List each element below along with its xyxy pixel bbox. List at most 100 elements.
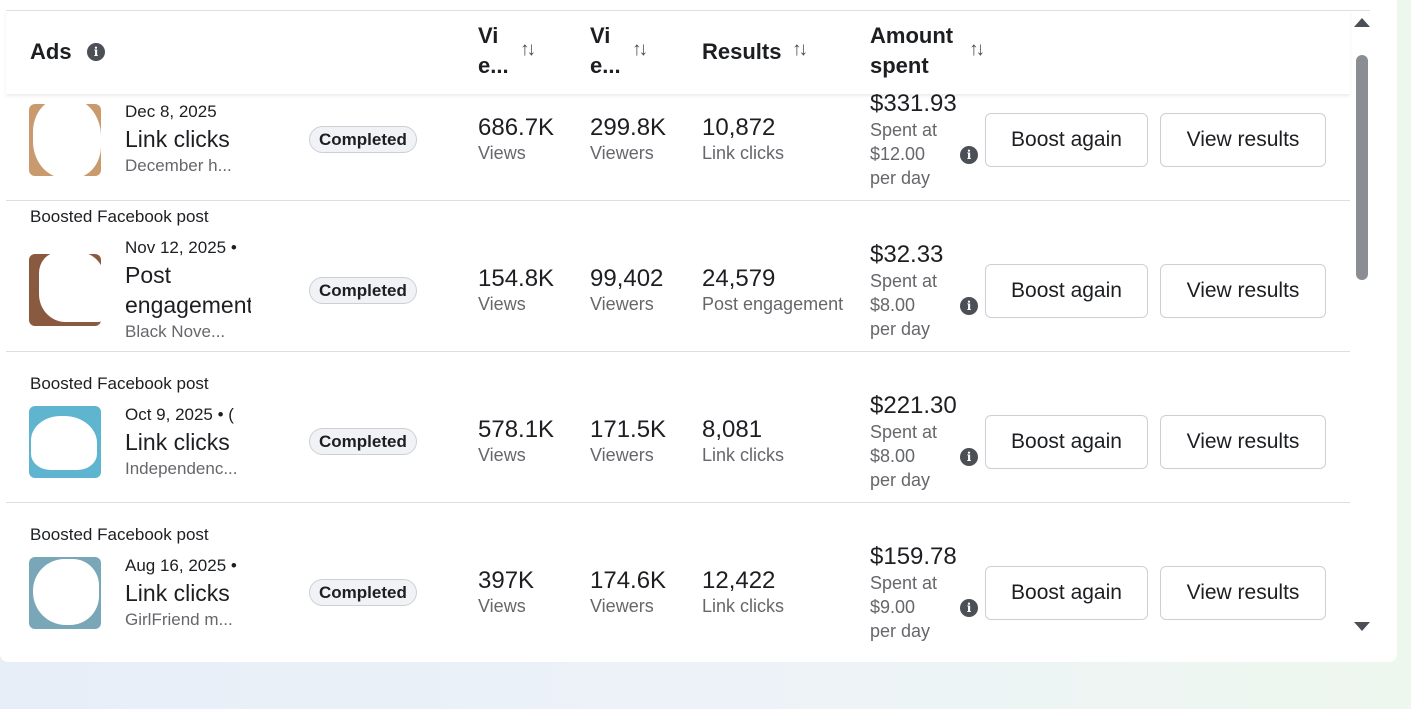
header-views[interactable]: Vi e... bbox=[478, 21, 518, 81]
results-metric: 8,081 Link clicks bbox=[702, 416, 784, 466]
results-label: Link clicks bbox=[702, 143, 785, 163]
boost-again-button[interactable]: Boost again bbox=[985, 415, 1148, 469]
ads-table-panel: Ads i Vi e... ↑↓ Vi e... ↑↓ Results ↑↓ A… bbox=[6, 10, 1370, 662]
viewers-value: 99,402 bbox=[590, 265, 664, 292]
sort-icon[interactable]: ↑↓ bbox=[520, 39, 536, 60]
scroll-up-arrow-icon[interactable] bbox=[1354, 18, 1370, 27]
view-results-button[interactable]: View results bbox=[1160, 566, 1326, 620]
table-row[interactable]: Boosted Facebook post Nov 12, 2025 • Pos… bbox=[6, 201, 1350, 352]
viewers-label: Viewers bbox=[590, 143, 654, 163]
viewers-value: 174.6K bbox=[590, 567, 667, 594]
amount-rate-line3: per day bbox=[870, 319, 931, 339]
amount-rate-line3: per day bbox=[870, 470, 931, 490]
ad-date: Oct 9, 2025 • ( bbox=[125, 405, 234, 424]
vertical-scrollbar[interactable] bbox=[1352, 11, 1370, 651]
viewers-value: 171.5K bbox=[590, 416, 667, 443]
amount-rate-line1: Spent at bbox=[870, 271, 938, 291]
ad-thumbnail bbox=[29, 104, 101, 176]
ad-meta: Nov 12, 2025 • Post engagement Black Nov… bbox=[125, 236, 251, 344]
amount-rate-line2: $8.00 bbox=[870, 295, 916, 315]
table-body: Dec 8, 2025 Link clicks December h... Co… bbox=[6, 94, 1350, 662]
view-results-button[interactable]: View results bbox=[1160, 264, 1326, 318]
view-results-button[interactable]: View results bbox=[1160, 415, 1326, 469]
ad-title: Link clicks bbox=[125, 429, 230, 455]
info-icon[interactable]: i bbox=[960, 599, 978, 617]
scroll-down-arrow-icon[interactable] bbox=[1354, 622, 1370, 631]
info-icon[interactable]: i bbox=[960, 448, 978, 466]
amount-spent: $32.33 Spent at $8.00 per day bbox=[870, 241, 950, 341]
views-label: Views bbox=[478, 596, 526, 616]
ad-date: Aug 16, 2025 • bbox=[125, 556, 237, 575]
sort-icon[interactable]: ↑↓ bbox=[792, 39, 808, 60]
sort-icon[interactable]: ↑↓ bbox=[969, 39, 985, 60]
ad-thumbnail bbox=[29, 557, 101, 629]
amount-rate-line3: per day bbox=[870, 168, 931, 188]
views-metric: 397K Views bbox=[478, 567, 534, 617]
views-metric: 154.8K Views bbox=[478, 265, 554, 315]
header-views-line1: Vi bbox=[478, 23, 499, 48]
row-kicker: Boosted Facebook post bbox=[30, 374, 209, 393]
header-amount-line1: Amount bbox=[870, 23, 954, 48]
viewers-metric: 99,402 Viewers bbox=[590, 265, 663, 315]
results-label: Post engagement bbox=[702, 294, 844, 314]
amount-value: $32.33 bbox=[870, 241, 944, 268]
status-badge: Completed bbox=[309, 277, 417, 304]
amount-rate-line1: Spent at bbox=[870, 573, 938, 593]
ad-title: Link clicks bbox=[125, 580, 230, 606]
viewers-value: 299.8K bbox=[590, 114, 667, 141]
views-label: Views bbox=[478, 143, 526, 163]
results-metric: 12,422 Link clicks bbox=[702, 567, 784, 617]
boost-again-button[interactable]: Boost again bbox=[985, 566, 1148, 620]
ad-title: Post engagement bbox=[125, 262, 251, 318]
amount-rate-line2: $8.00 bbox=[870, 446, 916, 466]
ad-subtitle: December h... bbox=[125, 156, 232, 175]
ad-date: Dec 8, 2025 bbox=[125, 102, 217, 121]
amount-spent: $331.93 Spent at $12.00 per day bbox=[870, 94, 957, 190]
views-value: 397K bbox=[478, 567, 535, 594]
amount-spent: $159.78 Spent at $9.00 per day bbox=[870, 543, 957, 643]
views-metric: 686.7K Views bbox=[478, 114, 554, 164]
scrollbar-thumb[interactable] bbox=[1356, 55, 1368, 280]
row-kicker: Boosted Facebook post bbox=[30, 207, 209, 226]
header-amount-spent[interactable]: Amount spent bbox=[870, 21, 953, 81]
status-badge: Completed bbox=[309, 579, 417, 606]
table-row[interactable]: Dec 8, 2025 Link clicks December h... Co… bbox=[6, 94, 1350, 201]
header-viewers-line1: Vi bbox=[590, 23, 611, 48]
sort-icon[interactable]: ↑↓ bbox=[632, 39, 648, 60]
table-header: Ads i Vi e... ↑↓ Vi e... ↑↓ Results ↑↓ A… bbox=[6, 11, 1350, 94]
ad-meta: Aug 16, 2025 • Link clicks GirlFriend m.… bbox=[125, 554, 251, 632]
viewers-metric: 174.6K Viewers bbox=[590, 567, 666, 617]
info-icon[interactable]: i bbox=[960, 146, 978, 164]
viewers-metric: 171.5K Viewers bbox=[590, 416, 666, 466]
ad-thumbnail bbox=[29, 254, 101, 326]
ad-subtitle: Independenc... bbox=[125, 459, 238, 478]
table-row[interactable]: Boosted Facebook post Oct 9, 2025 • ( Li… bbox=[6, 352, 1350, 503]
view-results-button[interactable]: View results bbox=[1160, 113, 1326, 167]
results-label: Link clicks bbox=[702, 445, 785, 465]
results-value: 24,579 bbox=[702, 265, 776, 292]
amount-value: $331.93 bbox=[870, 94, 957, 117]
status-badge: Completed bbox=[309, 126, 417, 153]
table-row[interactable]: Boosted Facebook post Aug 16, 2025 • Lin… bbox=[6, 503, 1350, 654]
info-icon[interactable]: i bbox=[960, 297, 978, 315]
ad-meta: Oct 9, 2025 • ( Link clicks Independenc.… bbox=[125, 403, 251, 481]
results-metric: 10,872 Link clicks bbox=[702, 114, 784, 164]
viewers-label: Viewers bbox=[590, 294, 654, 314]
results-value: 8,081 bbox=[702, 416, 763, 443]
header-results[interactable]: Results bbox=[702, 39, 782, 64]
amount-value: $159.78 bbox=[870, 543, 957, 570]
views-value: 154.8K bbox=[478, 265, 555, 292]
boost-again-button[interactable]: Boost again bbox=[985, 113, 1148, 167]
header-viewers[interactable]: Vi e... bbox=[590, 21, 630, 81]
info-icon[interactable]: i bbox=[87, 43, 105, 61]
header-viewers-line2: e... bbox=[590, 53, 621, 78]
views-label: Views bbox=[478, 294, 526, 314]
header-ads: Ads bbox=[30, 39, 72, 64]
boost-again-button[interactable]: Boost again bbox=[985, 264, 1148, 318]
amount-spent: $221.30 Spent at $8.00 per day bbox=[870, 392, 957, 492]
results-value: 12,422 bbox=[702, 567, 776, 594]
ad-subtitle: GirlFriend m... bbox=[125, 610, 233, 629]
results-label: Link clicks bbox=[702, 596, 785, 616]
amount-value: $221.30 bbox=[870, 392, 957, 419]
viewers-metric: 299.8K Viewers bbox=[590, 114, 666, 164]
